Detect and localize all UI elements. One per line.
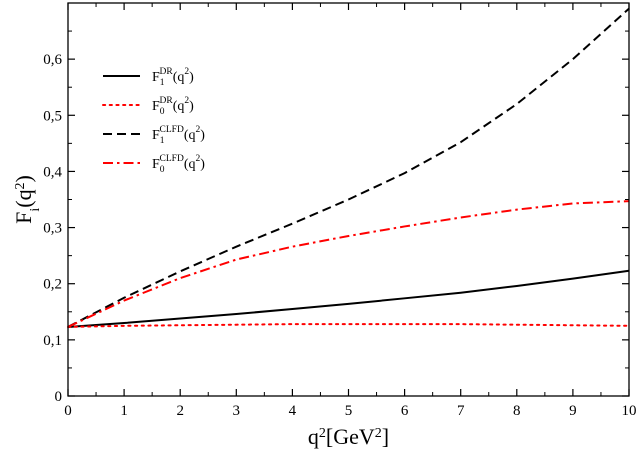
legend-label-sup: DR xyxy=(160,96,174,106)
legend-label-arg-sup: 2 xyxy=(184,67,189,77)
x-axis-title: q2[GeV2] xyxy=(308,424,389,449)
legend-label-base: F xyxy=(152,70,160,85)
legend-label-4: F0CLFD(q2) xyxy=(152,154,205,175)
y-tick-label: 0 xyxy=(55,389,63,405)
x-tick-label: 8 xyxy=(513,403,521,419)
x-tick-label: 0 xyxy=(64,403,72,419)
y-tick-label: 0,5 xyxy=(43,108,62,124)
legend-label-2: F0DR(q2) xyxy=(152,96,194,117)
legend-label-sup: CLFD xyxy=(160,154,184,164)
legend-label-arg-open: (q xyxy=(184,128,196,143)
legend-label-sub: 1 xyxy=(160,136,165,146)
y-tick-label: 0,4 xyxy=(43,164,62,180)
x-tick-label: 2 xyxy=(176,403,184,419)
legend-label-arg-close: ) xyxy=(200,157,205,172)
y-tick-label: 0,1 xyxy=(43,333,62,349)
legend-label-base: F xyxy=(152,128,160,143)
legend-label-base: F xyxy=(152,99,160,114)
x-tick-label: 9 xyxy=(569,403,577,419)
series-layer xyxy=(67,7,630,328)
y-axis-title: Fi(q2) xyxy=(11,175,43,224)
legend-label-arg-sup: 2 xyxy=(184,96,189,106)
legend-label-arg-close: ) xyxy=(200,128,205,143)
x-tick-label: 7 xyxy=(457,403,465,419)
y-tick-label: 0,6 xyxy=(43,52,62,68)
series-line-1 xyxy=(67,269,630,328)
legend-label-arg-close: ) xyxy=(189,70,194,85)
y-axis-title-base: F xyxy=(11,212,36,224)
series-line-3 xyxy=(67,7,630,328)
x-axis-title-unit-sup: 2 xyxy=(375,426,382,441)
legend-label-sub: 0 xyxy=(160,165,165,175)
legend-label-base: F xyxy=(152,157,160,172)
legend-label-3: F1CLFD(q2) xyxy=(152,125,205,146)
legend-label-sub: 0 xyxy=(160,107,165,117)
x-axis-title-unit-open: [GeV xyxy=(326,424,375,449)
legend-label-sub: 1 xyxy=(160,78,165,88)
y-axis-title-sub: i xyxy=(28,208,43,212)
legend-label-sup: CLFD xyxy=(160,125,184,135)
x-tick-label: 10 xyxy=(622,403,637,419)
x-tick-label: 3 xyxy=(233,403,241,419)
x-axis-title-unit-close: ] xyxy=(382,424,389,449)
y-axis-title-arg-open: (q xyxy=(11,189,36,207)
x-axis-title-sup: 2 xyxy=(319,426,326,441)
legend-label-sup: DR xyxy=(160,67,174,77)
legend-label-arg-sup: 2 xyxy=(196,125,201,135)
legend-label-1: F1DR(q2) xyxy=(152,67,194,88)
y-tick-label: 0,2 xyxy=(43,277,62,293)
x-tick-label: 5 xyxy=(345,403,353,419)
y-axis-title-arg-sup: 2 xyxy=(13,182,28,189)
x-axis-title-base: q xyxy=(308,424,319,449)
y-tick-label: 0,3 xyxy=(43,221,62,237)
legend-label-arg-close: ) xyxy=(189,99,194,114)
legend-label-arg-open: (q xyxy=(184,157,196,172)
legend-label-arg-open: (q xyxy=(173,70,185,85)
x-tick-label: 1 xyxy=(120,403,128,419)
legend-label-arg-open: (q xyxy=(173,99,185,114)
series-line-4 xyxy=(67,200,630,328)
x-tick-label: 4 xyxy=(289,403,297,419)
legend-label-arg-sup: 2 xyxy=(196,154,201,164)
y-axis-title-arg-close: ) xyxy=(11,175,36,182)
series-line-2 xyxy=(67,323,630,328)
legend: F1DR(q2)F0DR(q2)F1CLFD(q2)F0CLFD(q2) xyxy=(102,67,205,175)
x-tick-label: 6 xyxy=(401,403,409,419)
